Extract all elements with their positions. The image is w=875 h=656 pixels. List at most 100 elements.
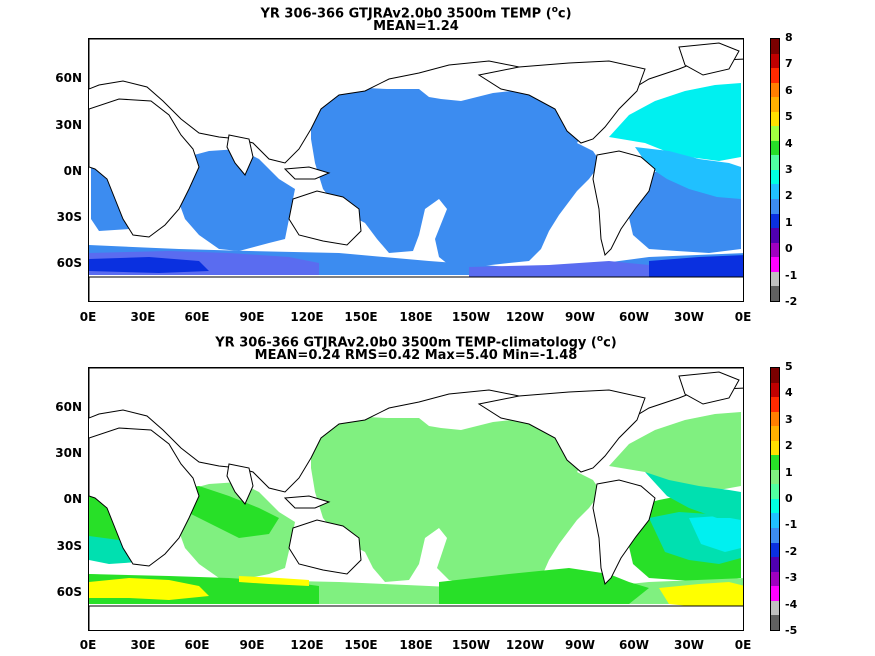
panel2-map: [88, 367, 744, 631]
panel2-north-america: [477, 389, 646, 473]
panel1-pacific-region: [311, 87, 601, 267]
panel2-colorbar: [770, 367, 780, 631]
panel1-colorbar-swatch: [771, 140, 779, 156]
panel1-map-canvas: [89, 39, 743, 301]
panel1-colorbar-tick-label: 7: [785, 57, 793, 71]
panel1-lon-60e: 60E: [184, 310, 210, 324]
panel1-colorbar-tick-label: 1: [785, 215, 793, 229]
panel1-lon-0e: 0E: [79, 310, 97, 324]
panel2-antarctica: [89, 605, 743, 630]
panel2-satlantic-cyan: [689, 516, 741, 552]
panel2-greenland: [678, 371, 740, 405]
panel2-colorbar-swatch: [771, 528, 779, 543]
panel2-lon-60e: 60E: [184, 638, 210, 652]
panel2-lon-90e: 90E: [239, 638, 265, 652]
panel1-lon-180e: 180E: [399, 310, 433, 324]
panel2-south-america: [592, 479, 656, 585]
panel1-colorbar-tick-label: 2: [785, 189, 793, 203]
panel2-title-line1: YR 306-366 GTJRAv2.0b0 3500m TEMP-climat…: [215, 334, 617, 351]
panel1-colorbar-tick-label: -2: [785, 295, 798, 308]
panel2-lat-label-0n: 0N: [63, 492, 82, 506]
panel1-coastlines: [89, 39, 743, 301]
panel1-north-america: [477, 60, 646, 144]
panel1-map: [88, 38, 744, 302]
panel2-colorbar-tick-label: 2: [785, 439, 793, 453]
panel1-natlantic-region: [609, 83, 741, 161]
panel2-lon-150w: 150W: [451, 638, 491, 652]
panel2-colorbar-swatch: [771, 411, 779, 427]
panel1-lat-label-30n: 30N: [55, 118, 82, 132]
panel2-lat-label-30n: 30N: [55, 446, 82, 460]
panel1-lon-120e: 120E: [290, 310, 324, 324]
panel1-colorbar-tick-label: 5: [785, 110, 793, 124]
panel2-colorbar-swatch: [771, 615, 779, 630]
panel2-colorbar-swatch: [771, 382, 779, 398]
panel2-southern-yellow-b: [239, 576, 309, 586]
panel1-south-america: [592, 150, 656, 256]
panel2-lon-0e: 0E: [79, 638, 97, 652]
panel1-lon-0e-end: 0E: [734, 310, 752, 324]
panel2-lon-60w: 60W: [619, 638, 649, 652]
panel2-colorbar-swatch: [771, 397, 779, 412]
panel1-colorbar-tick-label: 3: [785, 163, 793, 176]
panel1-lon-30w: 30W: [674, 310, 704, 324]
panel2-coastlines: [89, 368, 743, 630]
panel2-pacific-region: [311, 416, 601, 584]
panel2-lon-30w: 30W: [674, 638, 704, 652]
panel1-lat-label-0n: 0N: [63, 164, 82, 178]
panel1-lon-90e: 90E: [239, 310, 265, 324]
panel2-colorbar-tick-label: -1: [785, 518, 798, 532]
panel2-colorbar-swatch: [771, 571, 779, 587]
panel1-colorbar-swatch: [771, 257, 779, 272]
panel1-colorbar-swatch: [771, 68, 779, 83]
panel2-colorbar-swatch: [771, 586, 779, 601]
panel2-lon-180e: 180E: [399, 638, 433, 652]
panel2-southern-yellow-c: [659, 582, 743, 608]
panel1-colorbar-tick-label: 6: [785, 83, 793, 97]
panel1-indian-region: [177, 149, 295, 251]
panel1-india: [226, 134, 254, 176]
panel1-colorbar-swatch: [771, 286, 779, 301]
panel2-india: [226, 463, 254, 505]
panel2-lon-90w: 90W: [565, 638, 595, 652]
panel1-colorbar-swatch: [771, 111, 779, 127]
panel2-australia: [288, 519, 362, 575]
panel2-colorbar-swatch: [771, 469, 779, 485]
panel2-colorbar-tick-label: 5: [785, 360, 793, 373]
panel1-lon-30e: 30E: [130, 310, 156, 324]
panel2-lon-30e: 30E: [130, 638, 156, 652]
panel1-colorbar-swatch: [771, 184, 779, 200]
panel2-colorbar-tick-label: 3: [785, 412, 793, 426]
panel1-colorbar-tick-label: 8: [785, 31, 793, 44]
panel2-colorbar-tick-label: 4: [785, 386, 793, 400]
panel1-lon-150e: 150E: [344, 310, 378, 324]
panel2-colorbar-swatch: [771, 368, 779, 383]
panel1-greenland: [678, 42, 740, 76]
panel1-lat-label-30s: 30S: [56, 210, 82, 224]
panel2-colorbar-tick-label: -3: [785, 571, 798, 585]
panel2-colorbar-swatch: [771, 440, 779, 456]
panel2-lon-0e-end: 0E: [734, 638, 752, 652]
panel1-lat-label-60s: 60S: [56, 256, 82, 270]
panel1-colorbar-swatch: [771, 271, 779, 287]
panel2-colorbar-swatch: [771, 542, 779, 558]
panel2-colorbar-swatch: [771, 455, 779, 470]
panel2-colorbar-tick-label: 0: [785, 492, 793, 505]
panel1-africa: [89, 98, 200, 238]
panel1-lon-120w: 120W: [505, 310, 545, 324]
panel1-lon-90w: 90W: [565, 310, 595, 324]
panel1-title-line2: MEAN=1.24: [373, 19, 459, 34]
panel2-southern-yellow-a: [89, 578, 209, 600]
panel2-lat-label-30s: 30S: [56, 539, 82, 553]
panel2-natlantic-teal: [645, 472, 741, 518]
panel2-colorbar-swatch: [771, 498, 779, 514]
panel1-title-line1: YR 306-366 GTJRAv2.0b0 3500m TEMP (oc): [260, 5, 572, 22]
panel2-indonesia: [283, 495, 331, 509]
panel2-natlantic-green: [609, 412, 741, 490]
panel2-colorbar-swatch: [771, 557, 779, 572]
panel2-colorbar-tick-label: -2: [785, 544, 798, 558]
panel1-colorbar-swatch: [771, 155, 779, 170]
panel2-map-canvas: [89, 368, 743, 630]
panel2-colorbar-swatch: [771, 426, 779, 441]
panel1-australia: [288, 190, 362, 246]
